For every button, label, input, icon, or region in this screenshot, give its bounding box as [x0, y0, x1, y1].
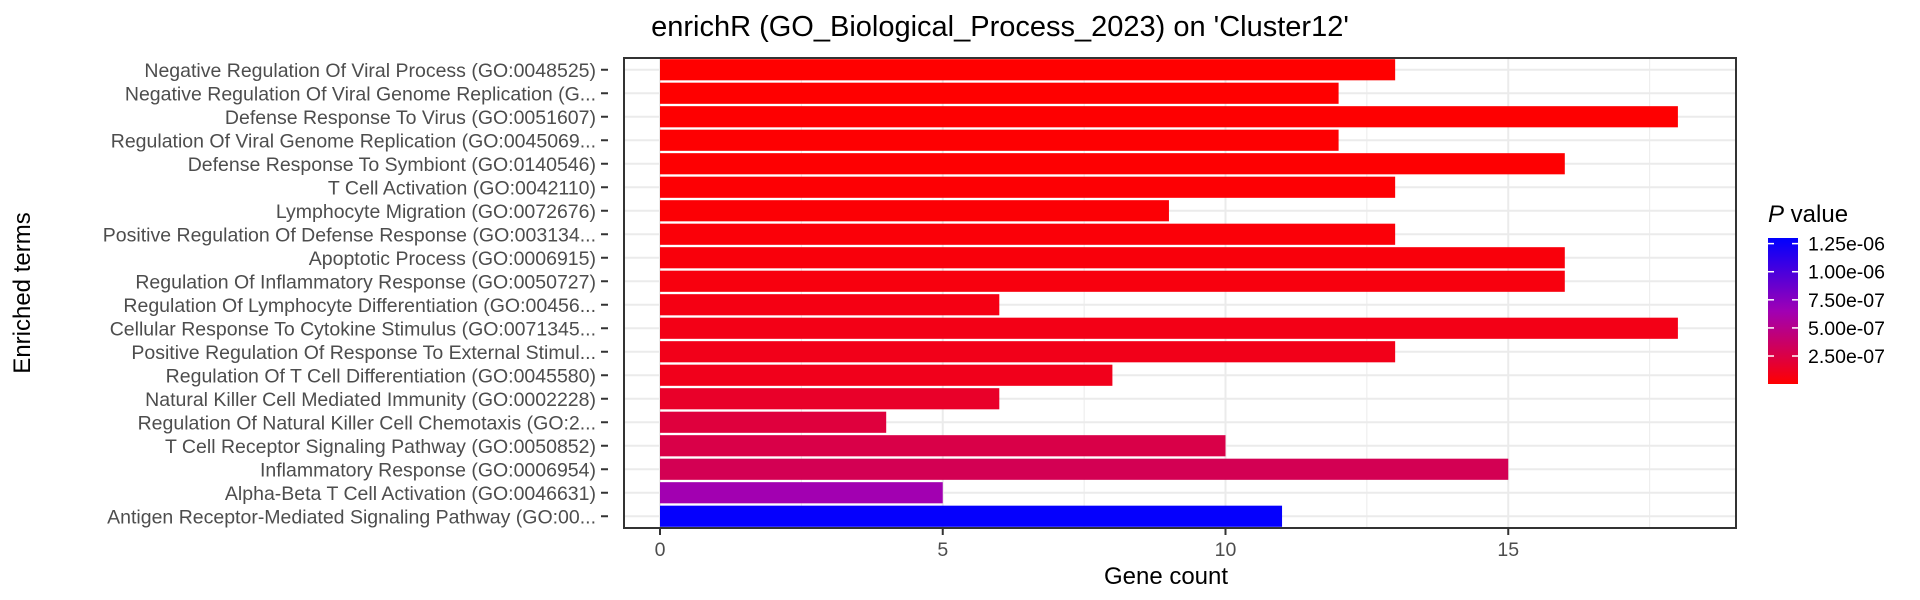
legend-tick-label: 5.00e-07 — [1808, 318, 1885, 340]
x-tick-labels: 0 5 10 15 — [655, 528, 1519, 561]
legend-tick-label: 1.25e-06 — [1808, 234, 1885, 256]
legend-title-rest: value — [1784, 201, 1848, 228]
y-tick-label: Regulation Of T Cell Differentiation (GO… — [166, 365, 596, 387]
y-tick-label: Negative Regulation Of Viral Process (GO… — [144, 60, 596, 82]
y-tick-label: Cellular Response To Cytokine Stimulus (… — [110, 318, 596, 340]
x-tick-label: 5 — [937, 539, 948, 561]
x-axis-title: Gene count — [1104, 563, 1228, 590]
y-tick-labels: Negative Regulation Of Viral Process (GO… — [103, 60, 608, 528]
bar — [660, 388, 1000, 410]
bar — [660, 82, 1339, 104]
y-tick-label: Negative Regulation Of Viral Genome Repl… — [125, 83, 596, 105]
y-tick-label: Regulation Of Lymphocyte Differentiation… — [123, 295, 596, 317]
bar — [660, 458, 1509, 480]
bar — [660, 341, 1396, 363]
bar — [660, 294, 1000, 316]
colorbar-legend: P value 1.25e-06 1.00e-06 7.50e-07 5.00e-07… — [1768, 201, 1885, 384]
y-tick-label: Regulation Of Natural Killer Cell Chemot… — [138, 412, 596, 434]
y-tick-label: Positive Regulation Of Response To Exter… — [131, 342, 596, 364]
legend-tick-label: 7.50e-07 — [1808, 290, 1885, 312]
colorbar — [1768, 238, 1798, 384]
bar — [660, 129, 1339, 151]
bar — [660, 106, 1678, 128]
bar — [660, 153, 1565, 175]
y-axis-title: Enriched terms — [9, 212, 36, 373]
bar — [660, 317, 1678, 339]
legend-ticks: 1.25e-06 1.00e-06 7.50e-07 5.00e-07 2.50e-07 — [1768, 234, 1885, 368]
chart-title: enrichR (GO_Biological_Process_2023) on … — [651, 11, 1349, 43]
legend-tick-label: 1.00e-06 — [1808, 262, 1885, 284]
bar — [660, 364, 1113, 386]
bar — [660, 270, 1565, 292]
y-tick-label: Inflammatory Response (GO:0006954) — [260, 459, 596, 481]
x-tick-label: 0 — [655, 539, 666, 561]
bar — [660, 505, 1283, 527]
y-tick-label: Defense Response To Symbiont (GO:0140546… — [188, 154, 596, 176]
y-tick-label: Regulation Of Inflammatory Response (GO:… — [135, 271, 596, 293]
y-tick-label: Defense Response To Virus (GO:0051607) — [225, 107, 596, 129]
plot-border — [623, 57, 1737, 529]
legend-title: P value — [1768, 201, 1848, 228]
bar — [660, 411, 887, 433]
bar — [660, 223, 1396, 245]
bar — [660, 247, 1565, 269]
plot-background — [624, 58, 1736, 528]
y-tick-label: Regulation Of Viral Genome Replication (… — [111, 130, 596, 152]
x-tick-label: 15 — [1497, 539, 1519, 561]
bar — [660, 176, 1396, 198]
legend-tick-label: 2.50e-07 — [1808, 346, 1885, 368]
x-tick-label: 10 — [1215, 539, 1237, 561]
legend-title-italic: P — [1768, 201, 1784, 228]
bars — [660, 59, 1678, 527]
y-tick-label: T Cell Receptor Signaling Pathway (GO:00… — [165, 436, 596, 458]
y-tick-label: Natural Killer Cell Mediated Immunity (G… — [145, 389, 596, 411]
bar — [660, 59, 1396, 81]
bar — [660, 435, 1226, 457]
y-tick-label: Antigen Receptor-Mediated Signaling Path… — [107, 506, 596, 528]
bar — [660, 200, 1169, 222]
y-tick-label: Apoptotic Process (GO:0006915) — [309, 248, 596, 270]
y-tick-label: Positive Regulation Of Defense Response … — [103, 224, 596, 246]
y-tick-label: T Cell Activation (GO:0042110) — [328, 177, 596, 199]
y-tick-label: Alpha-Beta T Cell Activation (GO:0046631… — [225, 483, 596, 505]
bar — [660, 482, 943, 504]
y-tick-label: Lymphocyte Migration (GO:0072676) — [276, 201, 596, 223]
